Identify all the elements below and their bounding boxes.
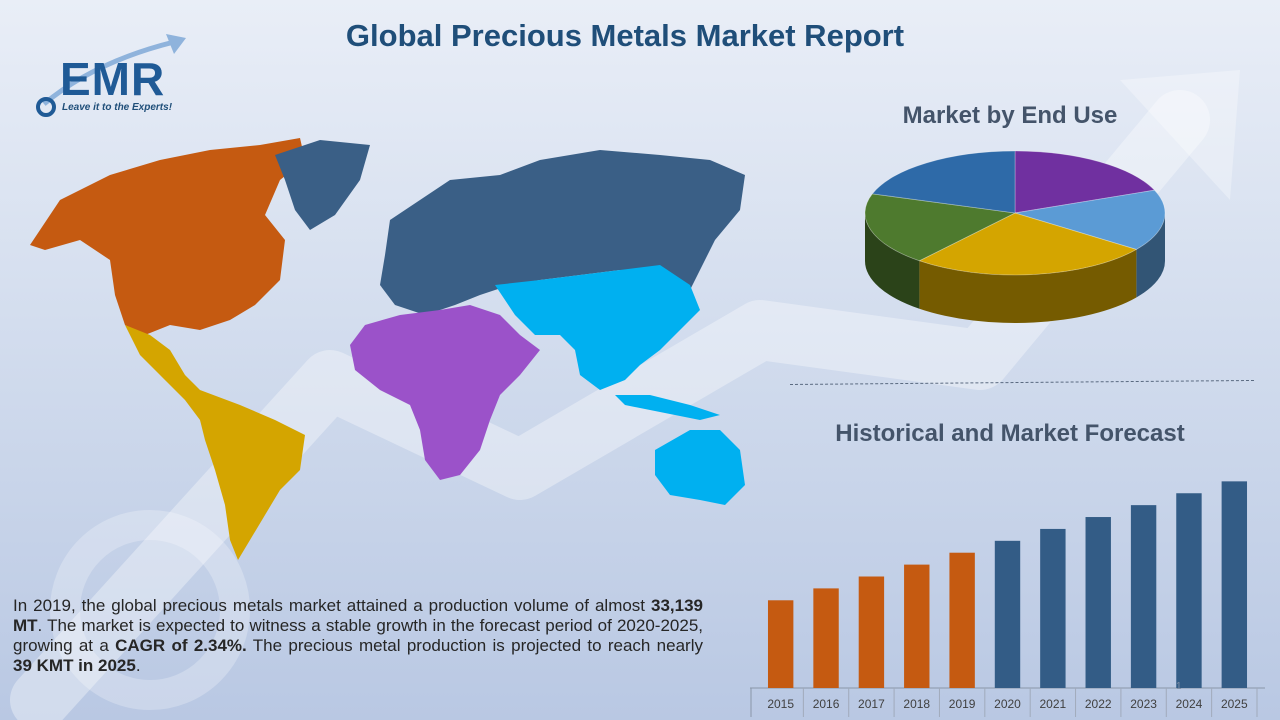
- description-text-4: .: [135, 656, 141, 675]
- x-tick-label-2016: 2016: [813, 697, 840, 711]
- description-projection: 39 KMT in 2025: [13, 656, 136, 675]
- pie-slice-1: [1014, 150, 1156, 214]
- region-asia-pacific: [495, 265, 700, 390]
- bar-2025: [1221, 481, 1248, 688]
- x-tick-label-2025: 2025: [1221, 697, 1248, 711]
- bar-2016: [813, 588, 839, 688]
- x-tick-label-2018: 2018: [903, 697, 930, 711]
- region-latin-america: [125, 325, 305, 560]
- logo-name: EMR: [60, 53, 166, 105]
- logo-arrow-icon: [36, 34, 186, 117]
- bar-2019: [949, 552, 975, 688]
- x-tick-label-2020: 2020: [994, 697, 1021, 711]
- description-cagr: CAGR of 2.34%.: [115, 636, 247, 655]
- bar-2023: [1130, 505, 1157, 688]
- x-tick-label-2017: 2017: [858, 697, 885, 711]
- pie-slice-3: [918, 212, 1138, 276]
- x-tick-label-2024: 2024: [1176, 697, 1203, 711]
- pie-slice-side-2: [1136, 213, 1165, 298]
- x-tick-label-2019: 2019: [949, 697, 976, 711]
- bar-2018: [904, 564, 930, 688]
- bar-chart: 2015 2016 2017 2018 2019 2020 2021 2022 2023 2024…: [750, 481, 1265, 717]
- description-volume: 33,139 MT: [13, 596, 703, 635]
- pie-slice-side-4: [865, 213, 920, 309]
- region-indonesia: [615, 395, 720, 420]
- bar-2015: [767, 600, 794, 688]
- pie-slice-5: [871, 150, 1016, 214]
- region-north-america: [30, 138, 305, 335]
- x-tick-label-2015: 2015: [767, 697, 794, 711]
- region-europe-russia: [380, 150, 745, 315]
- logo-tagline: Leave it to the Experts!: [62, 102, 173, 113]
- page-number: 1: [1176, 681, 1182, 692]
- x-tick-label-2023: 2023: [1130, 697, 1157, 711]
- page-title: Global Precious Metals Market Report: [345, 18, 905, 53]
- emr-logo: EMR Leave it to the Experts!: [34, 32, 204, 122]
- region-oceania: [655, 430, 745, 505]
- bar-2022: [1085, 517, 1111, 688]
- pie-chart-title: Market by End Use: [902, 102, 1118, 129]
- description-text-1: In 2019, the global precious metals mark…: [13, 596, 651, 615]
- pie-slice-2: [1014, 189, 1166, 250]
- region-greenland: [275, 140, 370, 230]
- bar-2020: [994, 540, 1021, 688]
- bar-2017: [858, 576, 885, 688]
- pie-chart: [864, 150, 1166, 323]
- bar-2024: [1176, 493, 1202, 688]
- description-text-2: . The market is expected to witness a st…: [13, 616, 703, 655]
- x-tick-label-2021: 2021: [1040, 697, 1067, 711]
- pie-slice-side-3: [919, 249, 1137, 323]
- market-description: In 2019, the global precious metals mark…: [13, 596, 703, 676]
- bar-chart-title: Historical and Market Forecast: [835, 420, 1185, 447]
- world-map: [30, 138, 745, 560]
- pie-slice-4: [864, 193, 1017, 262]
- description-text-3: The precious metal production is project…: [246, 636, 703, 655]
- region-africa-middle-east: [350, 305, 540, 480]
- x-tick-label-2022: 2022: [1085, 697, 1112, 711]
- bar-2021: [1040, 528, 1066, 688]
